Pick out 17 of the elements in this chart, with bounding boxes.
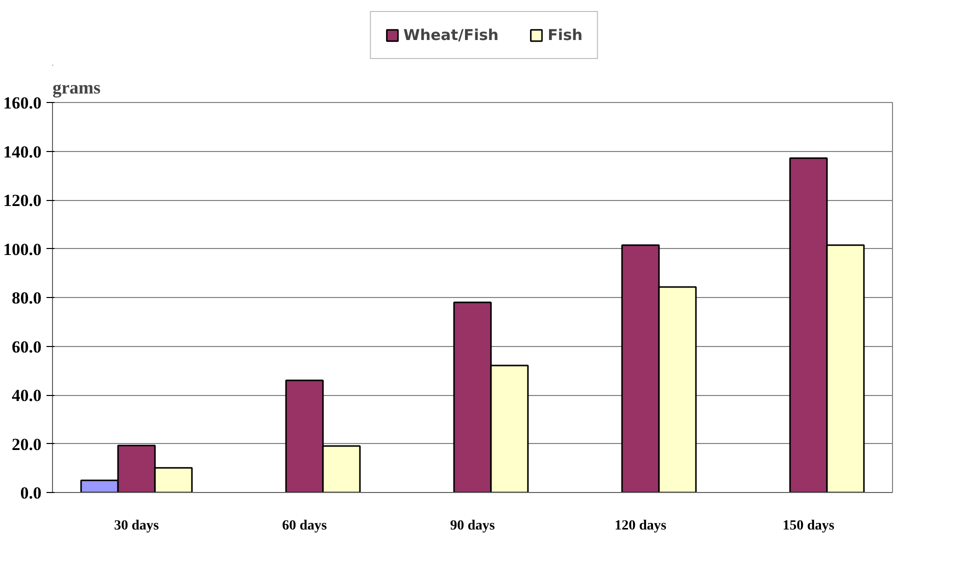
x-tick-label: 90 days <box>450 518 496 534</box>
y-tick-label: 40.0 <box>12 386 42 405</box>
y-tick-label: 140.0 <box>3 142 42 162</box>
legend-label: Wheat/Fish <box>403 26 499 44</box>
y-tick-label: 60.0 <box>12 337 42 356</box>
legend-label: Fish <box>548 26 583 44</box>
y-tick-label: 20.0 <box>12 434 42 454</box>
x-tick-label: 30 days <box>114 518 160 534</box>
y-tick-label: 160.0 <box>3 94 42 112</box>
y-tick-label: 120.0 <box>3 191 42 210</box>
x-tick-label: 120 days <box>614 518 667 534</box>
y-axis-title: grams <box>52 78 100 98</box>
x-tick-label: 150 days <box>782 518 835 534</box>
y-tick-label: 80.0 <box>12 288 42 308</box>
x-tick-label: 60 days <box>282 518 328 534</box>
y-tick-label: 100.0 <box>3 240 42 259</box>
y-tick-label: 0.0 <box>20 484 42 502</box>
